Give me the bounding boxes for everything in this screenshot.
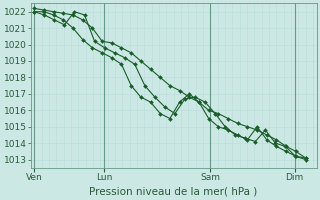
X-axis label: Pression niveau de la mer( hPa ): Pression niveau de la mer( hPa ) [90, 187, 258, 197]
